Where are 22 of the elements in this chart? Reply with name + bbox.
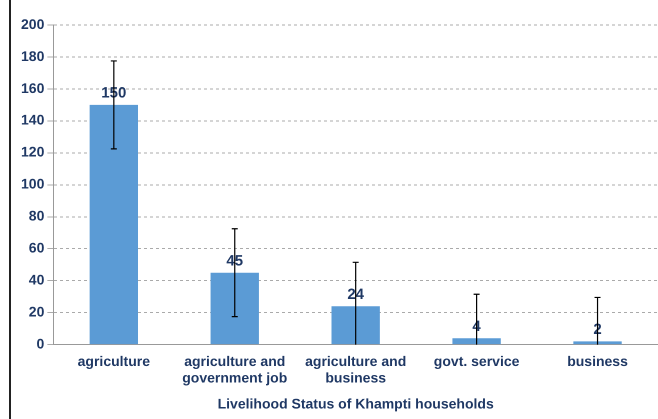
x-tick-label: agriculture [78, 352, 150, 369]
y-tick-label: 120 [21, 144, 45, 160]
y-tick-label: 160 [21, 80, 45, 96]
x-tick-label: govt. service [434, 352, 520, 369]
x-tick-label: agriculture and business [305, 352, 406, 386]
y-tick-label: 20 [28, 304, 45, 320]
bar [331, 306, 380, 344]
y-tick-label: 180 [21, 48, 45, 64]
x-tick-label: agriculture and government job [182, 352, 288, 386]
bar [452, 338, 501, 344]
y-tick-label: 80 [28, 208, 45, 224]
y-tick-label: 200 [21, 16, 45, 32]
y-tick-label: 140 [21, 112, 45, 128]
y-tick-label: 40 [28, 272, 45, 288]
y-tick-label: 0 [36, 335, 45, 352]
bar [573, 341, 622, 344]
y-tick-label: 100 [21, 176, 45, 192]
bar [210, 272, 259, 344]
x-tick-label: business [567, 352, 628, 369]
y-tick-label: 60 [28, 240, 45, 256]
bar [90, 104, 138, 344]
x-axis-title: Livelihood Status of Khampti households [218, 395, 494, 412]
